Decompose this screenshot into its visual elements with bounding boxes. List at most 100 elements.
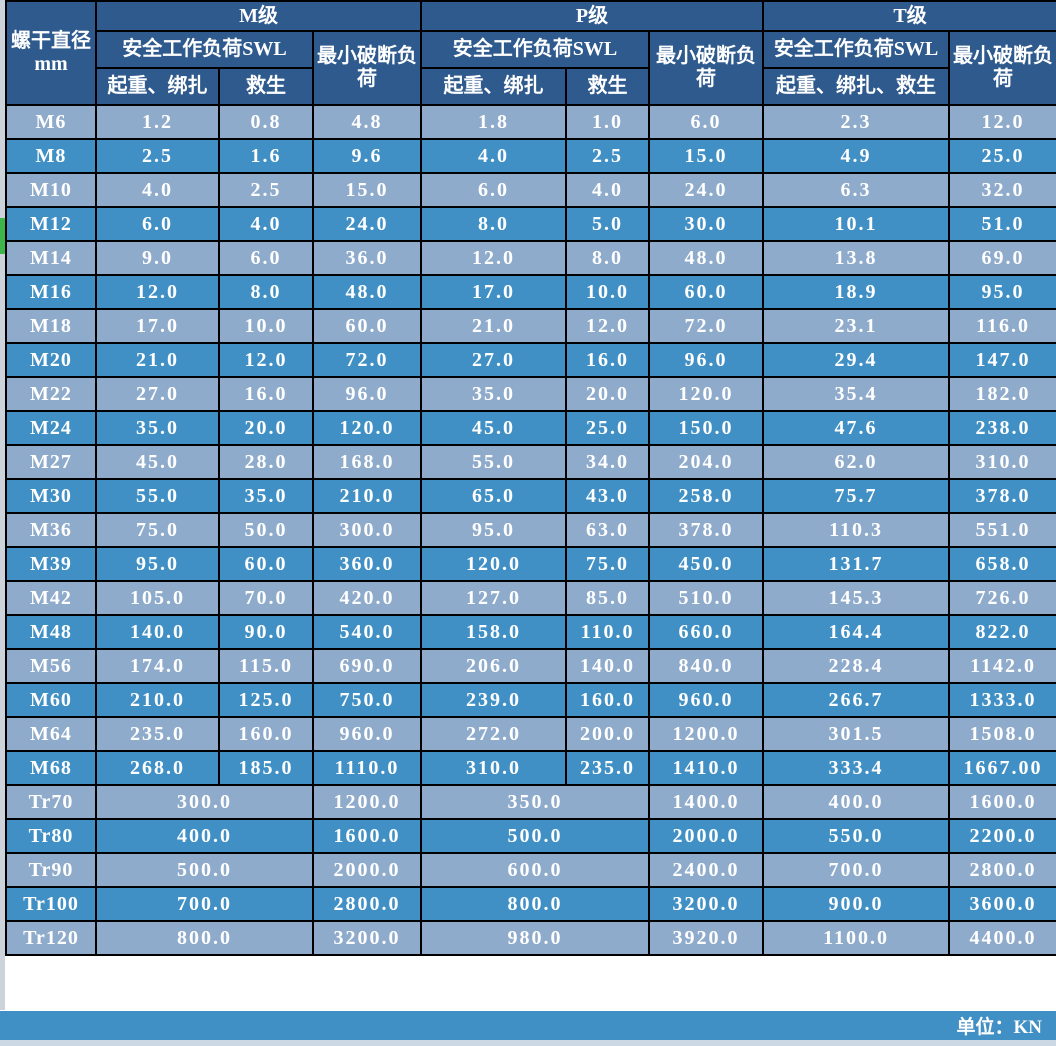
value-cell: 6.0 [648, 104, 765, 140]
diameter-cell: M56 [5, 648, 97, 684]
diameter-cell: M10 [5, 172, 97, 208]
value-cell: 1333.0 [948, 682, 1056, 718]
table-row: M22 27.0 16.0 96.0 35.0 20.0 120.0 35.4 182.0 [5, 376, 1056, 412]
value-cell: 1200.0 [648, 716, 765, 752]
value-cell: 17.0 [420, 274, 568, 310]
value-cell: 10.0 [565, 274, 651, 310]
value-cell: 35.0 [420, 376, 568, 412]
value-cell: 510.0 [648, 580, 765, 616]
value-cell: 1100.0 [762, 920, 951, 956]
value-cell: 540.0 [311, 614, 423, 650]
diameter-cell: M16 [5, 274, 97, 310]
value-cell: 840.0 [648, 648, 765, 684]
value-cell: 2400.0 [648, 852, 765, 888]
value-cell: 800.0 [95, 920, 314, 956]
value-cell: 3920.0 [648, 920, 765, 956]
value-cell: 4.0 [420, 138, 568, 174]
value-cell: 55.0 [420, 444, 568, 480]
value-cell: 15.0 [311, 172, 423, 208]
unit-note: 单位：KN [956, 1017, 1042, 1038]
diameter-cell: M14 [5, 240, 97, 276]
value-cell: 258.0 [648, 478, 765, 514]
value-cell: 200.0 [565, 716, 651, 752]
value-cell: 45.0 [95, 444, 220, 480]
value-cell: 20.0 [218, 410, 314, 446]
table-row: Tr100 700.0 2800.0 800.0 3200.0 900.0 3600.0 [5, 886, 1056, 922]
m-lifesaving-header: 救生 [218, 67, 314, 106]
table-row: Tr120 800.0 3200.0 980.0 3920.0 1100.0 4400.0 [5, 920, 1056, 956]
value-cell: 75.0 [95, 512, 220, 548]
value-cell: 18.9 [762, 274, 951, 310]
value-cell: 6.0 [95, 206, 220, 242]
value-cell: 1508.0 [948, 716, 1056, 752]
value-cell: 10.0 [218, 308, 314, 344]
table-header: 螺干直径mm M级 P级 T级 安全工作负荷SWL 最小破断负荷 安全工作负荷S… [5, 0, 1056, 106]
value-cell: 72.0 [648, 308, 765, 344]
value-cell: 47.6 [762, 410, 951, 446]
value-cell: 310.0 [948, 444, 1056, 480]
value-cell: 9.0 [95, 240, 220, 276]
t-break-header: 最小破断负荷 [948, 30, 1056, 106]
diameter-cell: M8 [5, 138, 97, 174]
value-cell: 690.0 [311, 648, 423, 684]
value-cell: 48.0 [311, 274, 423, 310]
value-cell: 12.0 [420, 240, 568, 276]
value-cell: 147.0 [948, 342, 1056, 378]
value-cell: 204.0 [648, 444, 765, 480]
value-cell: 127.0 [420, 580, 568, 616]
value-cell: 65.0 [420, 478, 568, 514]
table-row: M42 105.0 70.0 420.0 127.0 85.0 510.0 145.3 726.… [5, 580, 1056, 616]
value-cell: 95.0 [95, 546, 220, 582]
value-cell: 12.0 [565, 308, 651, 344]
value-cell: 551.0 [948, 512, 1056, 548]
value-cell: 35.0 [95, 410, 220, 446]
value-cell: 235.0 [95, 716, 220, 752]
value-cell: 75.0 [565, 546, 651, 582]
table-row: M20 21.0 12.0 72.0 27.0 16.0 96.0 29.4 147.0 [5, 342, 1056, 378]
m-break-header: 最小破断负荷 [311, 30, 423, 106]
value-cell: 822.0 [948, 614, 1056, 650]
value-cell: 900.0 [762, 886, 951, 922]
value-cell: 235.0 [565, 750, 651, 786]
value-cell: 164.4 [762, 614, 951, 650]
value-cell: 43.0 [565, 478, 651, 514]
value-cell: 90.0 [218, 614, 314, 650]
value-cell: 700.0 [762, 852, 951, 888]
value-cell: 600.0 [420, 852, 651, 888]
value-cell: 210.0 [311, 478, 423, 514]
value-cell: 228.4 [762, 648, 951, 684]
value-cell: 48.0 [648, 240, 765, 276]
value-cell: 12.0 [948, 104, 1056, 140]
value-cell: 160.0 [218, 716, 314, 752]
diameter-cell: Tr70 [5, 784, 97, 820]
swl-load-table: 螺干直径mm M级 P级 T级 安全工作负荷SWL 最小破断负荷 安全工作负荷S… [5, 0, 1056, 956]
value-cell: 980.0 [420, 920, 651, 956]
value-cell: 36.0 [311, 240, 423, 276]
value-cell: 400.0 [762, 784, 951, 820]
table-row: M16 12.0 8.0 48.0 17.0 10.0 60.0 18.9 95.0 [5, 274, 1056, 310]
value-cell: 125.0 [218, 682, 314, 718]
group-header-p: P级 [420, 0, 765, 32]
table-row: Tr90 500.0 2000.0 600.0 2400.0 700.0 2800.0 [5, 852, 1056, 888]
value-cell: 116.0 [948, 308, 1056, 344]
table-row: M14 9.0 6.0 36.0 12.0 8.0 48.0 13.8 69.0 [5, 240, 1056, 276]
value-cell: 420.0 [311, 580, 423, 616]
group-header-m: M级 [94, 0, 423, 32]
value-cell: 28.0 [218, 444, 314, 480]
value-cell: 140.0 [565, 648, 651, 684]
value-cell: 266.7 [762, 682, 951, 718]
value-cell: 24.0 [311, 206, 423, 242]
value-cell: 5.0 [565, 206, 651, 242]
value-cell: 50.0 [218, 512, 314, 548]
value-cell: 105.0 [95, 580, 220, 616]
table-row: M18 17.0 10.0 60.0 21.0 12.0 72.0 23.1 116.0 [5, 308, 1056, 344]
value-cell: 21.0 [420, 308, 568, 344]
value-cell: 301.5 [762, 716, 951, 752]
value-cell: 400.0 [95, 818, 314, 854]
value-cell: 45.0 [420, 410, 568, 446]
value-cell: 160.0 [565, 682, 651, 718]
table-row: M56 174.0 115.0 690.0 206.0 140.0 840.0 228.4 11… [5, 648, 1056, 684]
value-cell: 120.0 [311, 410, 423, 446]
diameter-cell: M36 [5, 512, 97, 548]
diameter-cell: Tr120 [5, 920, 97, 956]
